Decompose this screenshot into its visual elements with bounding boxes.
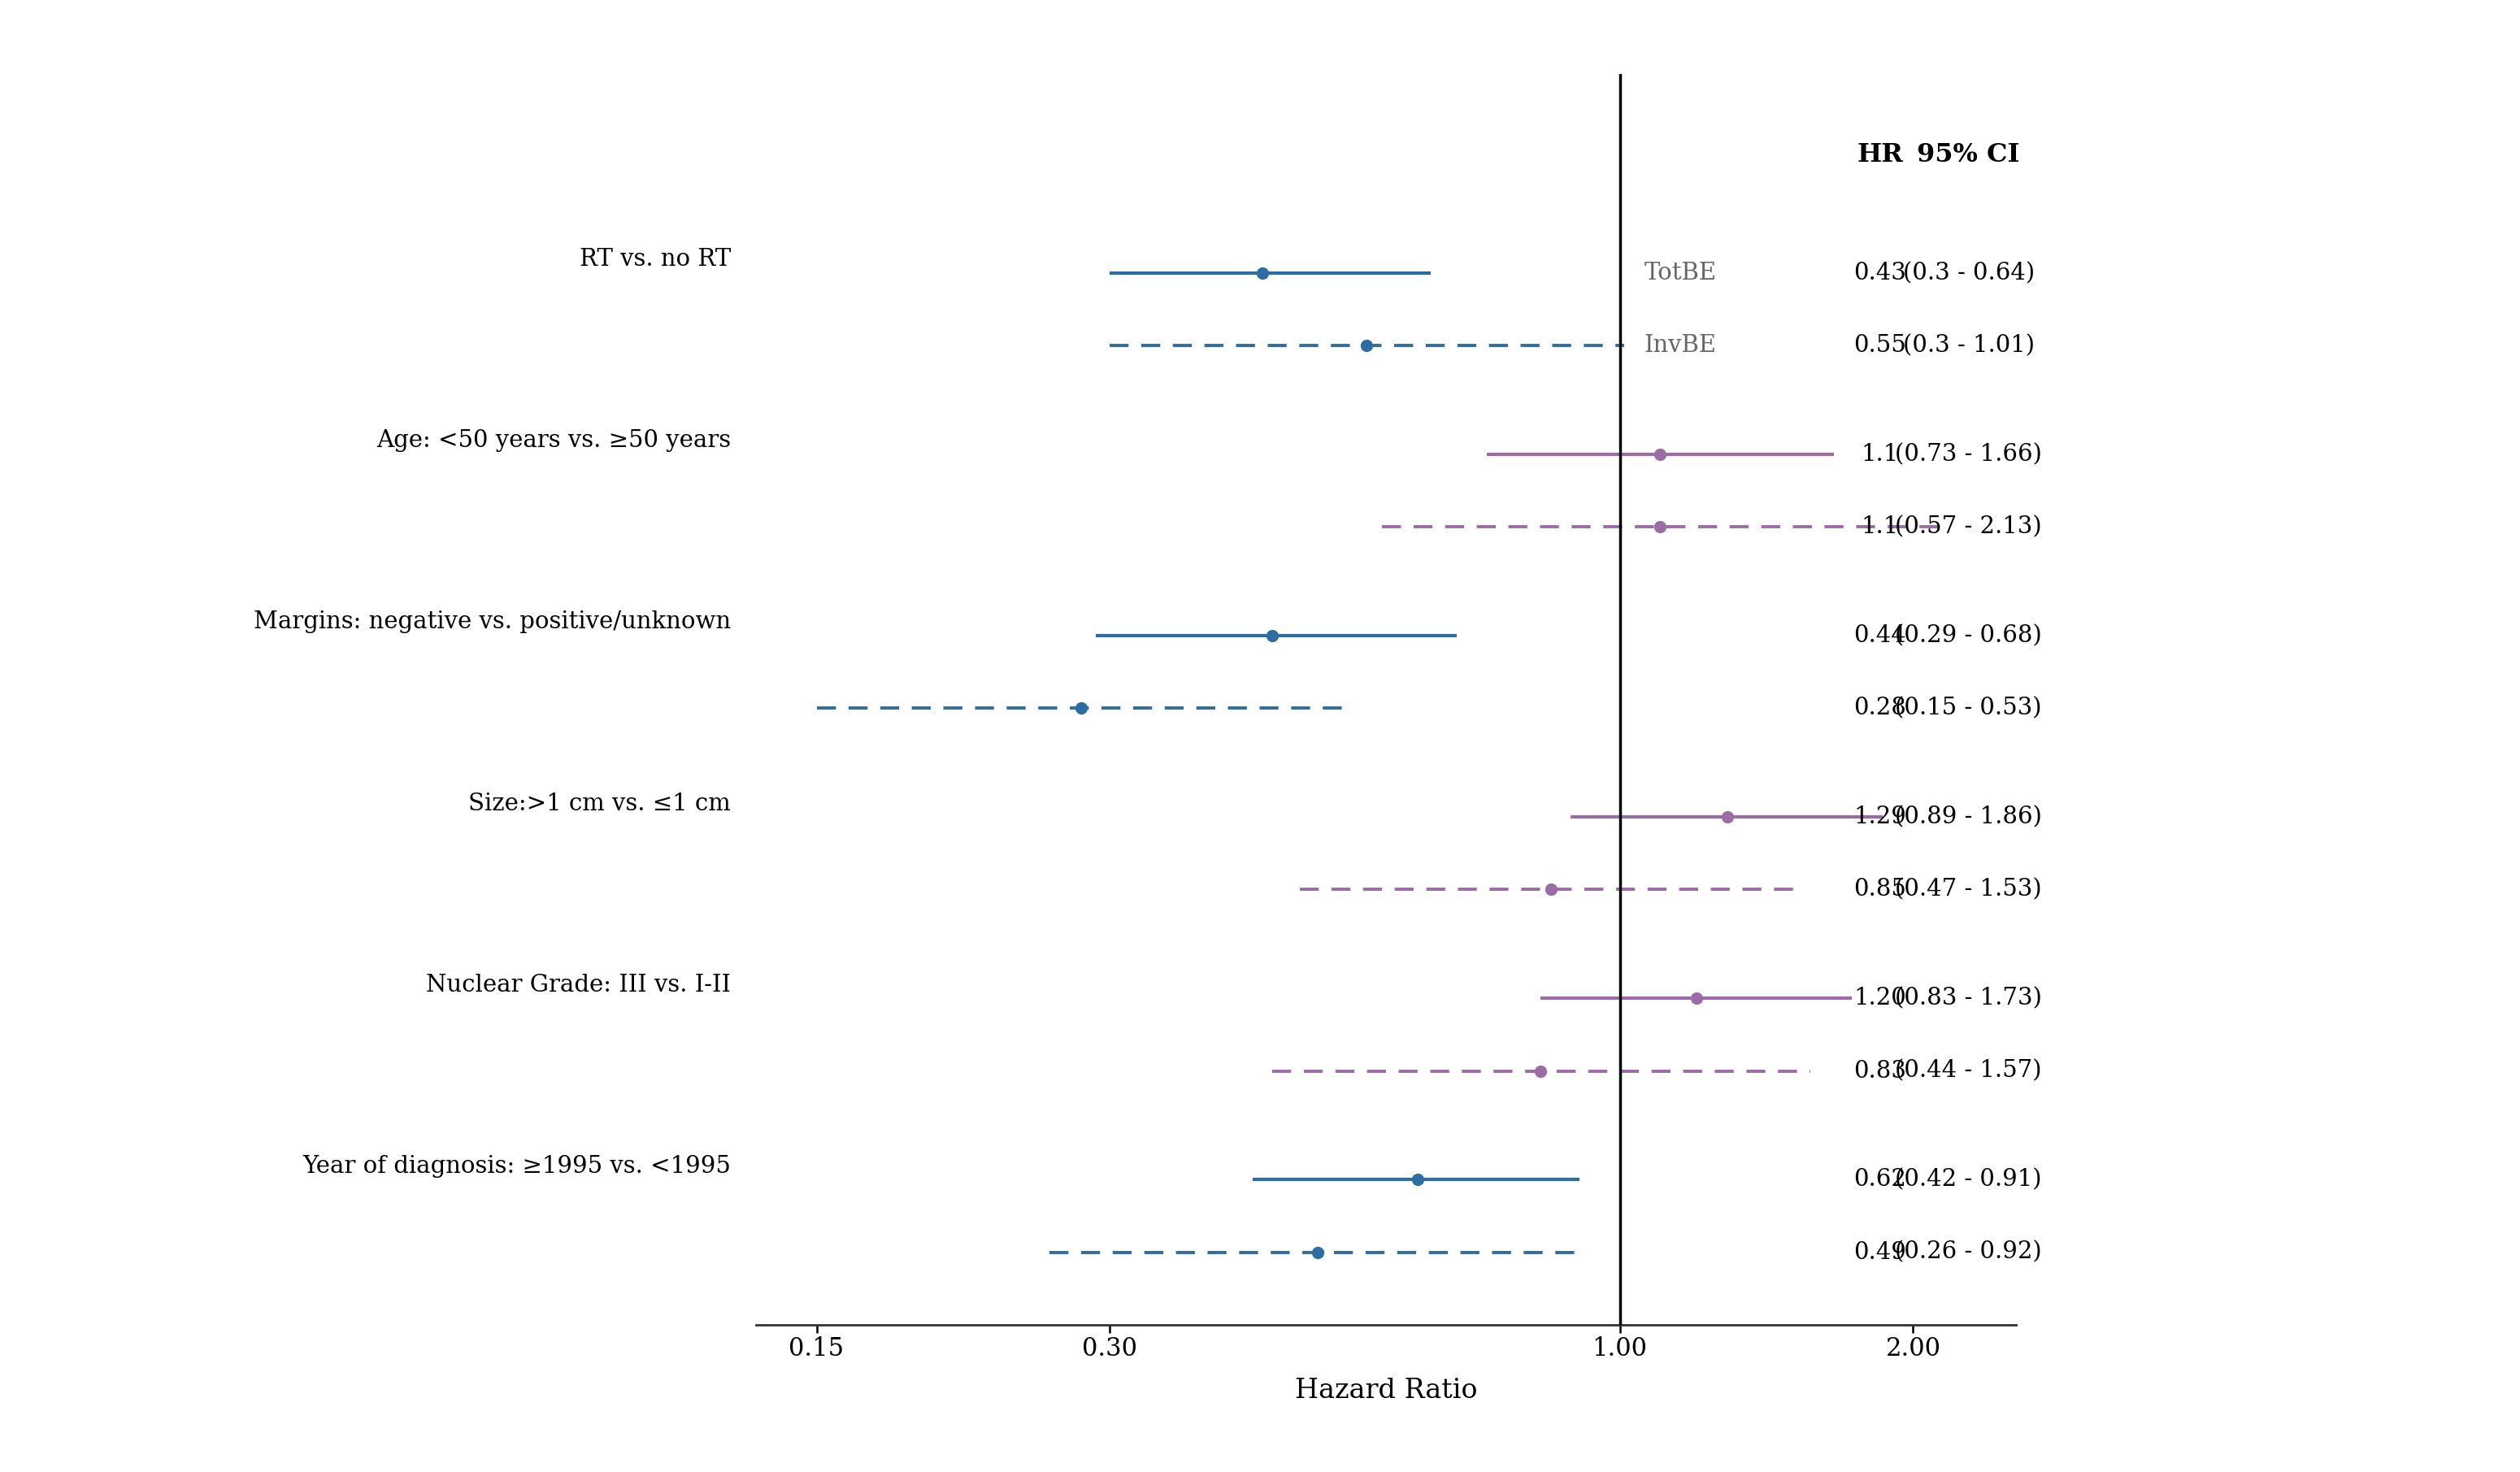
Text: 0.49: 0.49 xyxy=(1855,1241,1908,1263)
Text: 1.29: 1.29 xyxy=(1855,805,1908,829)
X-axis label: Hazard Ratio: Hazard Ratio xyxy=(1295,1378,1477,1404)
Text: 0.55: 0.55 xyxy=(1855,334,1908,358)
Text: (0.26 - 0.92): (0.26 - 0.92) xyxy=(1895,1241,2041,1263)
Text: Size:>1 cm vs. ≤1 cm: Size:>1 cm vs. ≤1 cm xyxy=(469,792,731,815)
Text: 0.62: 0.62 xyxy=(1855,1169,1908,1191)
Text: 0.83: 0.83 xyxy=(1855,1060,1908,1082)
Text: (0.42 - 0.91): (0.42 - 0.91) xyxy=(1895,1169,2041,1191)
Text: RT vs. no RT: RT vs. no RT xyxy=(580,249,731,271)
Text: 1.20: 1.20 xyxy=(1855,988,1908,1010)
Text: Margins: negative vs. positive/unknown: Margins: negative vs. positive/unknown xyxy=(255,611,731,633)
Text: InvBE: InvBE xyxy=(1646,334,1716,358)
Text: (0.73 - 1.66): (0.73 - 1.66) xyxy=(1895,443,2041,465)
Text: 95% CI: 95% CI xyxy=(1918,143,2021,168)
Text: 0.85: 0.85 xyxy=(1855,879,1908,901)
Text: 0.28: 0.28 xyxy=(1855,696,1908,720)
Text: (0.3 - 1.01): (0.3 - 1.01) xyxy=(1903,334,2034,358)
Text: (0.83 - 1.73): (0.83 - 1.73) xyxy=(1895,988,2041,1010)
Text: 0.44: 0.44 xyxy=(1855,624,1908,648)
Text: Age: <50 years vs. ≥50 years: Age: <50 years vs. ≥50 years xyxy=(375,430,731,452)
Text: (0.44 - 1.57): (0.44 - 1.57) xyxy=(1895,1060,2041,1082)
Text: 0.43: 0.43 xyxy=(1855,262,1908,284)
Text: (0.15 - 0.53): (0.15 - 0.53) xyxy=(1895,696,2041,720)
Text: (0.29 - 0.68): (0.29 - 0.68) xyxy=(1895,624,2041,648)
Text: Year of diagnosis: ≥1995 vs. <1995: Year of diagnosis: ≥1995 vs. <1995 xyxy=(302,1154,731,1178)
Text: 1.1: 1.1 xyxy=(1862,515,1900,539)
Text: 1.1: 1.1 xyxy=(1862,443,1900,465)
Text: TotBE: TotBE xyxy=(1646,262,1716,284)
Text: (0.3 - 0.64): (0.3 - 0.64) xyxy=(1903,262,2034,284)
Text: (0.57 - 2.13): (0.57 - 2.13) xyxy=(1895,515,2041,539)
Text: (0.47 - 1.53): (0.47 - 1.53) xyxy=(1895,879,2041,901)
Text: HR: HR xyxy=(1857,143,1903,168)
Text: Nuclear Grade: III vs. I-II: Nuclear Grade: III vs. I-II xyxy=(426,973,731,997)
Text: (0.89 - 1.86): (0.89 - 1.86) xyxy=(1895,805,2041,829)
